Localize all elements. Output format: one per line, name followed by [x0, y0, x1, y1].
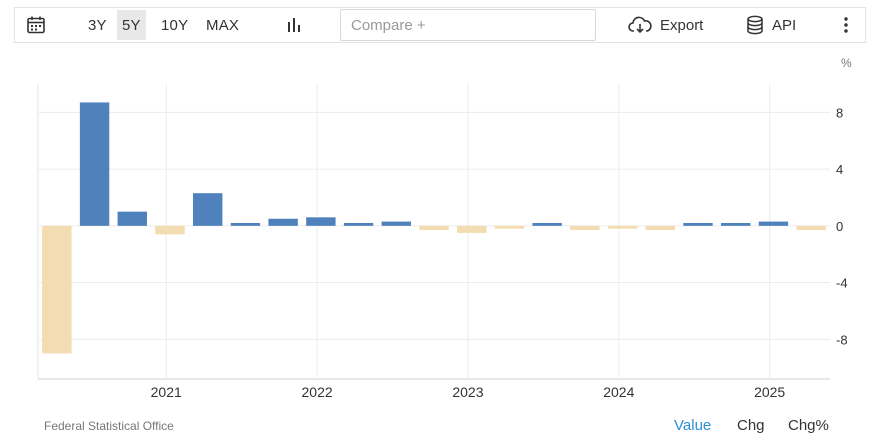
export-button[interactable]: Export [628, 8, 703, 42]
range-3y-button[interactable]: 3Y [88, 16, 107, 34]
x-tick-label: 2022 [302, 384, 333, 400]
api-button[interactable]: API [746, 8, 796, 42]
vertical-dots-icon[interactable] [843, 8, 849, 42]
bar [457, 225, 487, 233]
tab-value[interactable]: Value [674, 417, 712, 434]
bar [721, 222, 751, 226]
chart-toolbar: 3Y 5Y 10Y MAX Export API [14, 7, 866, 43]
api-label: API [772, 16, 797, 34]
tab-chg[interactable]: Chg [737, 417, 765, 434]
y-tick-label: 0 [836, 219, 843, 234]
bar [306, 217, 336, 226]
database-icon [746, 15, 764, 35]
bar [42, 225, 72, 354]
chart-area: % -8 -4 0 4 8 2021 2022 2023 2024 2025 [14, 43, 866, 440]
bar [570, 225, 600, 231]
range-10y-button[interactable]: 10Y [161, 16, 189, 34]
source-label: Federal Statistical Office [44, 419, 174, 433]
range-max-button[interactable]: MAX [206, 16, 240, 34]
cloud-download-icon [628, 16, 652, 34]
unit-label: % [841, 56, 852, 70]
bar [117, 211, 147, 226]
x-tick-label: 2021 [151, 384, 182, 400]
bar [607, 225, 638, 229]
bar [268, 218, 298, 226]
bar [494, 225, 525, 229]
bar [419, 225, 449, 231]
bar [758, 221, 789, 226]
bar [155, 225, 185, 235]
bar [796, 225, 826, 231]
bar [193, 193, 223, 226]
export-label: Export [660, 16, 704, 34]
y-tick-label: 8 [836, 105, 843, 120]
bar [381, 221, 411, 226]
bar [79, 102, 110, 226]
bar-chart: -8 -4 0 4 8 2021 2022 2023 2024 2025 [37, 84, 848, 400]
y-tick-label: -8 [836, 332, 848, 347]
y-tick-label: -4 [836, 276, 848, 291]
calendar-icon[interactable] [25, 8, 47, 42]
compare-input[interactable] [340, 9, 596, 41]
bar [532, 222, 562, 226]
bar-chart-icon[interactable] [283, 8, 305, 42]
x-tick-label: 2023 [452, 384, 483, 400]
y-tick-label: 4 [836, 162, 843, 177]
x-tick-label: 2025 [754, 384, 785, 400]
bar [230, 222, 261, 226]
x-tick-label: 2024 [603, 384, 634, 400]
bar [683, 222, 713, 226]
bar [343, 222, 374, 226]
bar [645, 225, 675, 231]
tab-chg-percent[interactable]: Chg% [788, 417, 829, 434]
range-5y-button[interactable]: 5Y [117, 10, 146, 40]
